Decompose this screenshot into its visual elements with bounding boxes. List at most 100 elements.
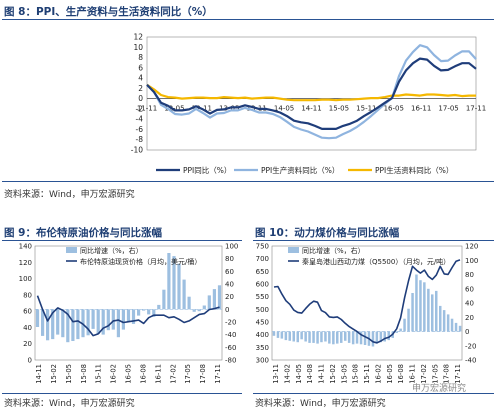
chart8-xtick-label: 12-05 xyxy=(164,105,184,113)
chart9-xtick-label: 17-08 xyxy=(199,364,207,384)
chart9-bar xyxy=(192,309,196,312)
chart9-xtick-label: 15-11 xyxy=(95,364,103,384)
chart9-bar xyxy=(137,309,141,316)
chart9-bar xyxy=(76,309,80,340)
chart9-bar xyxy=(91,309,95,329)
chart10-bar xyxy=(300,331,303,340)
chart8-ytick-label: 10 xyxy=(133,43,143,52)
chart10-bar xyxy=(415,274,418,332)
chart10-bar xyxy=(383,331,386,342)
chart10-bar xyxy=(347,331,351,343)
chart8-legend-label-1: PPI生产资料同比（%） xyxy=(261,165,339,175)
chart9-title-rule xyxy=(2,240,242,241)
chart10-price-line xyxy=(273,259,461,344)
chart9-left-tick-label: 20 xyxy=(23,340,32,348)
chart10-xtick-label: 17-02 xyxy=(420,364,428,384)
chart10-bar xyxy=(320,331,323,343)
chart8-xtick-label: 11-11 xyxy=(137,105,157,113)
chart8-title-rule xyxy=(2,19,494,20)
chart9-left-tick-label: 60 xyxy=(23,308,32,316)
chart9-bar xyxy=(35,309,40,327)
chart9-bar xyxy=(111,309,115,330)
chart9-right-tick-label: -40 xyxy=(225,331,236,339)
chart10-bar xyxy=(324,331,327,342)
chart8-xtick-label: 17-05 xyxy=(438,105,458,113)
chart10-right-tick-label: 60 xyxy=(465,285,474,293)
chart10-bar xyxy=(407,308,410,332)
chart9-bar xyxy=(46,309,50,341)
chart9-xtick-label: 17-05 xyxy=(184,364,192,384)
chart9-bar xyxy=(66,309,70,343)
chart10-bar xyxy=(359,331,363,345)
chart9-left-tick-label: 40 xyxy=(23,324,32,332)
chart10-bar xyxy=(336,331,339,344)
chart8-xtick-label: 15-05 xyxy=(329,105,349,113)
chart10-bar xyxy=(344,331,347,341)
chart9-left-tick-label: 120 xyxy=(19,259,32,267)
chart9-price-line xyxy=(36,295,220,337)
chart10-bar xyxy=(431,294,434,332)
chart10-bar xyxy=(454,322,458,332)
chart9-bar xyxy=(121,309,125,330)
chart8-bottom-rule xyxy=(2,181,494,182)
chart9-right-tick-label: -60 xyxy=(225,344,236,352)
chart10-bar xyxy=(387,331,390,341)
chart8-ytick-label: -2 xyxy=(136,104,144,113)
chart10-bar xyxy=(446,314,450,332)
chart9-xtick-label: 15-02 xyxy=(50,364,58,384)
chart9-bar xyxy=(86,309,90,336)
chart9-bar xyxy=(41,309,45,336)
chart9-bar xyxy=(126,309,131,322)
chart8-ytick-label: -8 xyxy=(136,135,144,144)
chart9-right-tick-label: 0 xyxy=(225,306,229,314)
chart9-bar xyxy=(116,309,120,338)
chart8-series-line-2 xyxy=(146,83,476,102)
chart10-bar xyxy=(276,331,280,338)
watermark: 申万宏源研究 xyxy=(412,384,467,394)
chart8-ytick-label: 12 xyxy=(133,33,143,42)
chart9-right-tick-label: -80 xyxy=(225,357,236,365)
chart10-xtick-label: 17-05 xyxy=(431,364,439,384)
chart9-title: 图 9：布伦特原油价格与同比涨幅 xyxy=(4,227,162,239)
chart10-bar xyxy=(284,331,288,341)
chart10-bar xyxy=(328,331,331,344)
chart9-xtick-label: 15-08 xyxy=(80,364,88,384)
chart8-series-line-1 xyxy=(146,44,477,140)
chart9-bar xyxy=(56,309,60,335)
chart9-right-tick-label: 40 xyxy=(225,281,234,289)
chart9-bar xyxy=(207,295,211,310)
chart9-bar xyxy=(212,289,216,310)
chart8-series-line-0 xyxy=(146,57,477,130)
chart9-right-tick-label: -20 xyxy=(225,319,236,327)
chart9-bar xyxy=(96,309,100,334)
chart8-ytick-label: 8 xyxy=(138,53,143,62)
chart9-right-tick-label: 80 xyxy=(225,255,234,263)
chart9-left-tick-label: 100 xyxy=(19,275,32,283)
chart8-ytick-label: 2 xyxy=(138,84,143,93)
chart8-ytick-label: -10 xyxy=(131,146,143,155)
chart9-bar xyxy=(187,296,191,310)
chart8-ytick-label: 4 xyxy=(138,74,143,83)
chart10-bar xyxy=(403,318,406,332)
chart10-bar xyxy=(379,331,383,343)
chart10-legend-bar-label: 同比增速（%，右） xyxy=(302,246,365,255)
chart10-xtick-label: 15-08 xyxy=(352,364,360,384)
chart8-plot-frame xyxy=(146,36,477,151)
chart9-bar xyxy=(157,304,161,310)
chart8-xtick-label: 15-11 xyxy=(356,105,376,113)
chart9-bar xyxy=(172,256,176,310)
chart9-legend-line-label: 布伦特原油现货价格（月均，美元/桶） xyxy=(80,257,201,266)
chart9-bar xyxy=(101,309,105,335)
chart9-bar xyxy=(131,309,136,324)
chart9-bar xyxy=(177,263,181,310)
chart10-bar xyxy=(351,331,355,345)
chart10-right-tick-label: 100 xyxy=(465,257,478,265)
chart9-xtick-label: 16-08 xyxy=(139,364,147,384)
chart10-xtick-label: 17-11 xyxy=(454,364,462,384)
chart9-bar xyxy=(51,309,55,340)
chart9-xtick-label: 16-05 xyxy=(125,364,133,384)
chart10-left-tick-label: 750 xyxy=(256,243,269,251)
chart10-xtick-label: 15-05 xyxy=(340,364,348,384)
